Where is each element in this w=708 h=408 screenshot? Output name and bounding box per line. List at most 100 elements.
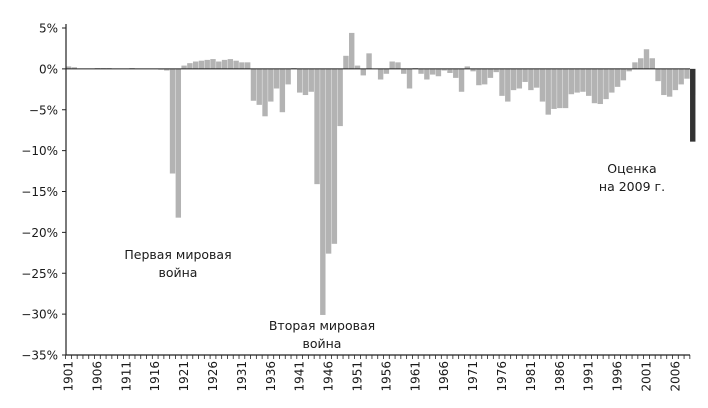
x-tick-label-1941: 1941 [293,361,307,392]
bar-1973 [481,68,488,85]
bar-1929 [227,59,234,69]
bar-1997 [620,68,627,81]
bar-1938 [279,68,286,113]
bar-1960 [406,68,413,89]
bar-1962 [418,68,424,74]
bar-1956 [383,68,390,74]
bar-1970 [464,66,471,69]
bar-1948 [337,68,343,127]
bar-1988 [568,68,575,95]
bar-1990 [580,68,586,92]
x-tick-label-1976: 1976 [495,361,509,392]
bar-1920 [175,68,182,218]
bars-group [65,32,696,315]
bar-2004 [661,68,667,96]
bar-1979 [516,68,523,89]
bar-1937 [273,68,280,89]
bar-1919 [169,68,176,174]
bar-1999 [632,62,638,69]
bar-1957 [389,61,395,69]
bar-1949 [343,55,349,69]
bar-1945 [320,68,326,315]
annotation-ww2-line-2: война [303,336,342,351]
bar-1930 [233,60,239,69]
bar-1931 [239,62,245,69]
y-tick-label: 5% [39,22,58,36]
bar-1963 [424,68,430,80]
x-tick-label-1951: 1951 [351,361,365,392]
x-tick-label-1986: 1986 [553,361,567,392]
bar-1955 [377,68,384,80]
bar-1936 [268,68,274,102]
bar-1994 [603,68,609,100]
x-tick-label-2006: 2006 [668,361,682,392]
bar-1981 [528,68,534,91]
bar-2006 [672,68,679,91]
bar-1982 [533,68,540,88]
y-tick-label: −15% [21,185,58,199]
bar-1985 [551,68,557,109]
bar-1996 [614,68,621,87]
bar-1975 [493,68,499,73]
x-tick-label-1991: 1991 [582,361,596,392]
x-tick-label-1971: 1971 [466,361,480,392]
bar-2008 [684,68,690,79]
bar-1934 [256,68,262,105]
bar-1935 [262,68,268,117]
bar-2005 [666,68,673,97]
bar-1926 [210,59,216,69]
bar-1941 [297,68,303,93]
y-tick-label: −25% [21,267,58,281]
annotation-ww1-line-1: Первая мировая [124,247,231,262]
bar-1939 [285,68,291,85]
y-tick-label: −35% [21,349,58,363]
bar-1989 [574,68,580,93]
bar-1918 [164,68,170,71]
axes-group: 5% 0% −5% −10% −15% −20% −25% −30% −35% 1901 1906 1… [21,22,691,392]
x-tick-label-1921: 1921 [177,361,191,392]
bar-1943 [308,68,314,92]
bar-1993 [597,68,603,105]
y-tick-label: −20% [21,226,58,240]
x-tick-label-2001: 2001 [640,361,654,392]
bar-2002 [649,58,655,69]
annotation-est-line-1: Оценка [607,161,656,176]
x-tick-label-1916: 1916 [148,361,162,392]
x-tick-label-1931: 1931 [235,361,249,392]
bar-1971 [470,68,476,72]
bar-1927 [216,61,222,69]
bar-2009-estimate [690,68,696,142]
bar-1958 [395,62,401,69]
annotation-ww1-line-2: война [159,265,198,280]
x-tick-label-1961: 1961 [408,361,422,392]
bar-1953 [366,53,372,69]
bar-1967 [447,68,453,73]
bar-1947 [331,68,338,244]
x-tick-label-1901: 1901 [62,361,76,392]
y-tick-label: −10% [21,144,58,158]
x-tick-label-1956: 1956 [379,361,393,392]
x-tick-label-1906: 1906 [90,361,104,392]
bar-1924 [198,60,205,69]
annotation-ww2-line-1: Вторая мировая [269,318,375,333]
bar-2000 [638,58,644,69]
bar-1923 [192,61,199,69]
x-tick-label-1946: 1946 [322,361,336,392]
bar-1998 [626,68,632,72]
x-tick-label-1996: 1996 [611,361,625,392]
bar-1932 [244,62,251,69]
bar-1966 [441,68,447,71]
bar-1974 [487,68,494,78]
bar-1964 [429,68,436,75]
bar-1992 [591,68,598,104]
y-tick-label: −30% [21,308,58,322]
bar-1942 [302,68,309,96]
bar-1991 [586,68,592,96]
bar-1984 [545,68,551,115]
bar-1933 [250,68,257,101]
bar-1977 [505,68,511,102]
bar-2001 [643,49,650,69]
bar-1946 [325,68,332,254]
y-tick-label: −5% [29,103,58,117]
bar-1959 [401,68,407,74]
